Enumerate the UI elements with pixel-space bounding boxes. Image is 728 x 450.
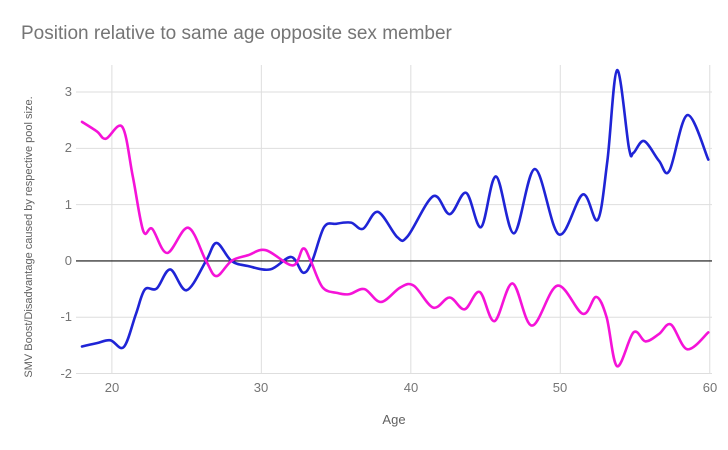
x-tick-label: 30 [253,380,269,395]
y-tick-label: 1 [64,197,72,212]
x-tick-label: 20 [104,380,120,395]
y-tick-label: -2 [60,366,72,381]
x-axis-title: Age [382,412,406,427]
series-blue-line[interactable] [80,68,710,350]
chart-title: Position relative to same age opposite s… [21,23,452,44]
x-tick-label: 50 [552,380,568,395]
x-tick-label: 40 [403,380,419,395]
y-tick-label: 3 [64,84,72,99]
x-tick-label: 60 [702,380,718,395]
y-tick-label: 0 [64,253,72,268]
series-magenta-line[interactable] [80,120,710,368]
y-tick-label: 2 [64,140,72,155]
y-tick-label: -1 [60,309,72,324]
